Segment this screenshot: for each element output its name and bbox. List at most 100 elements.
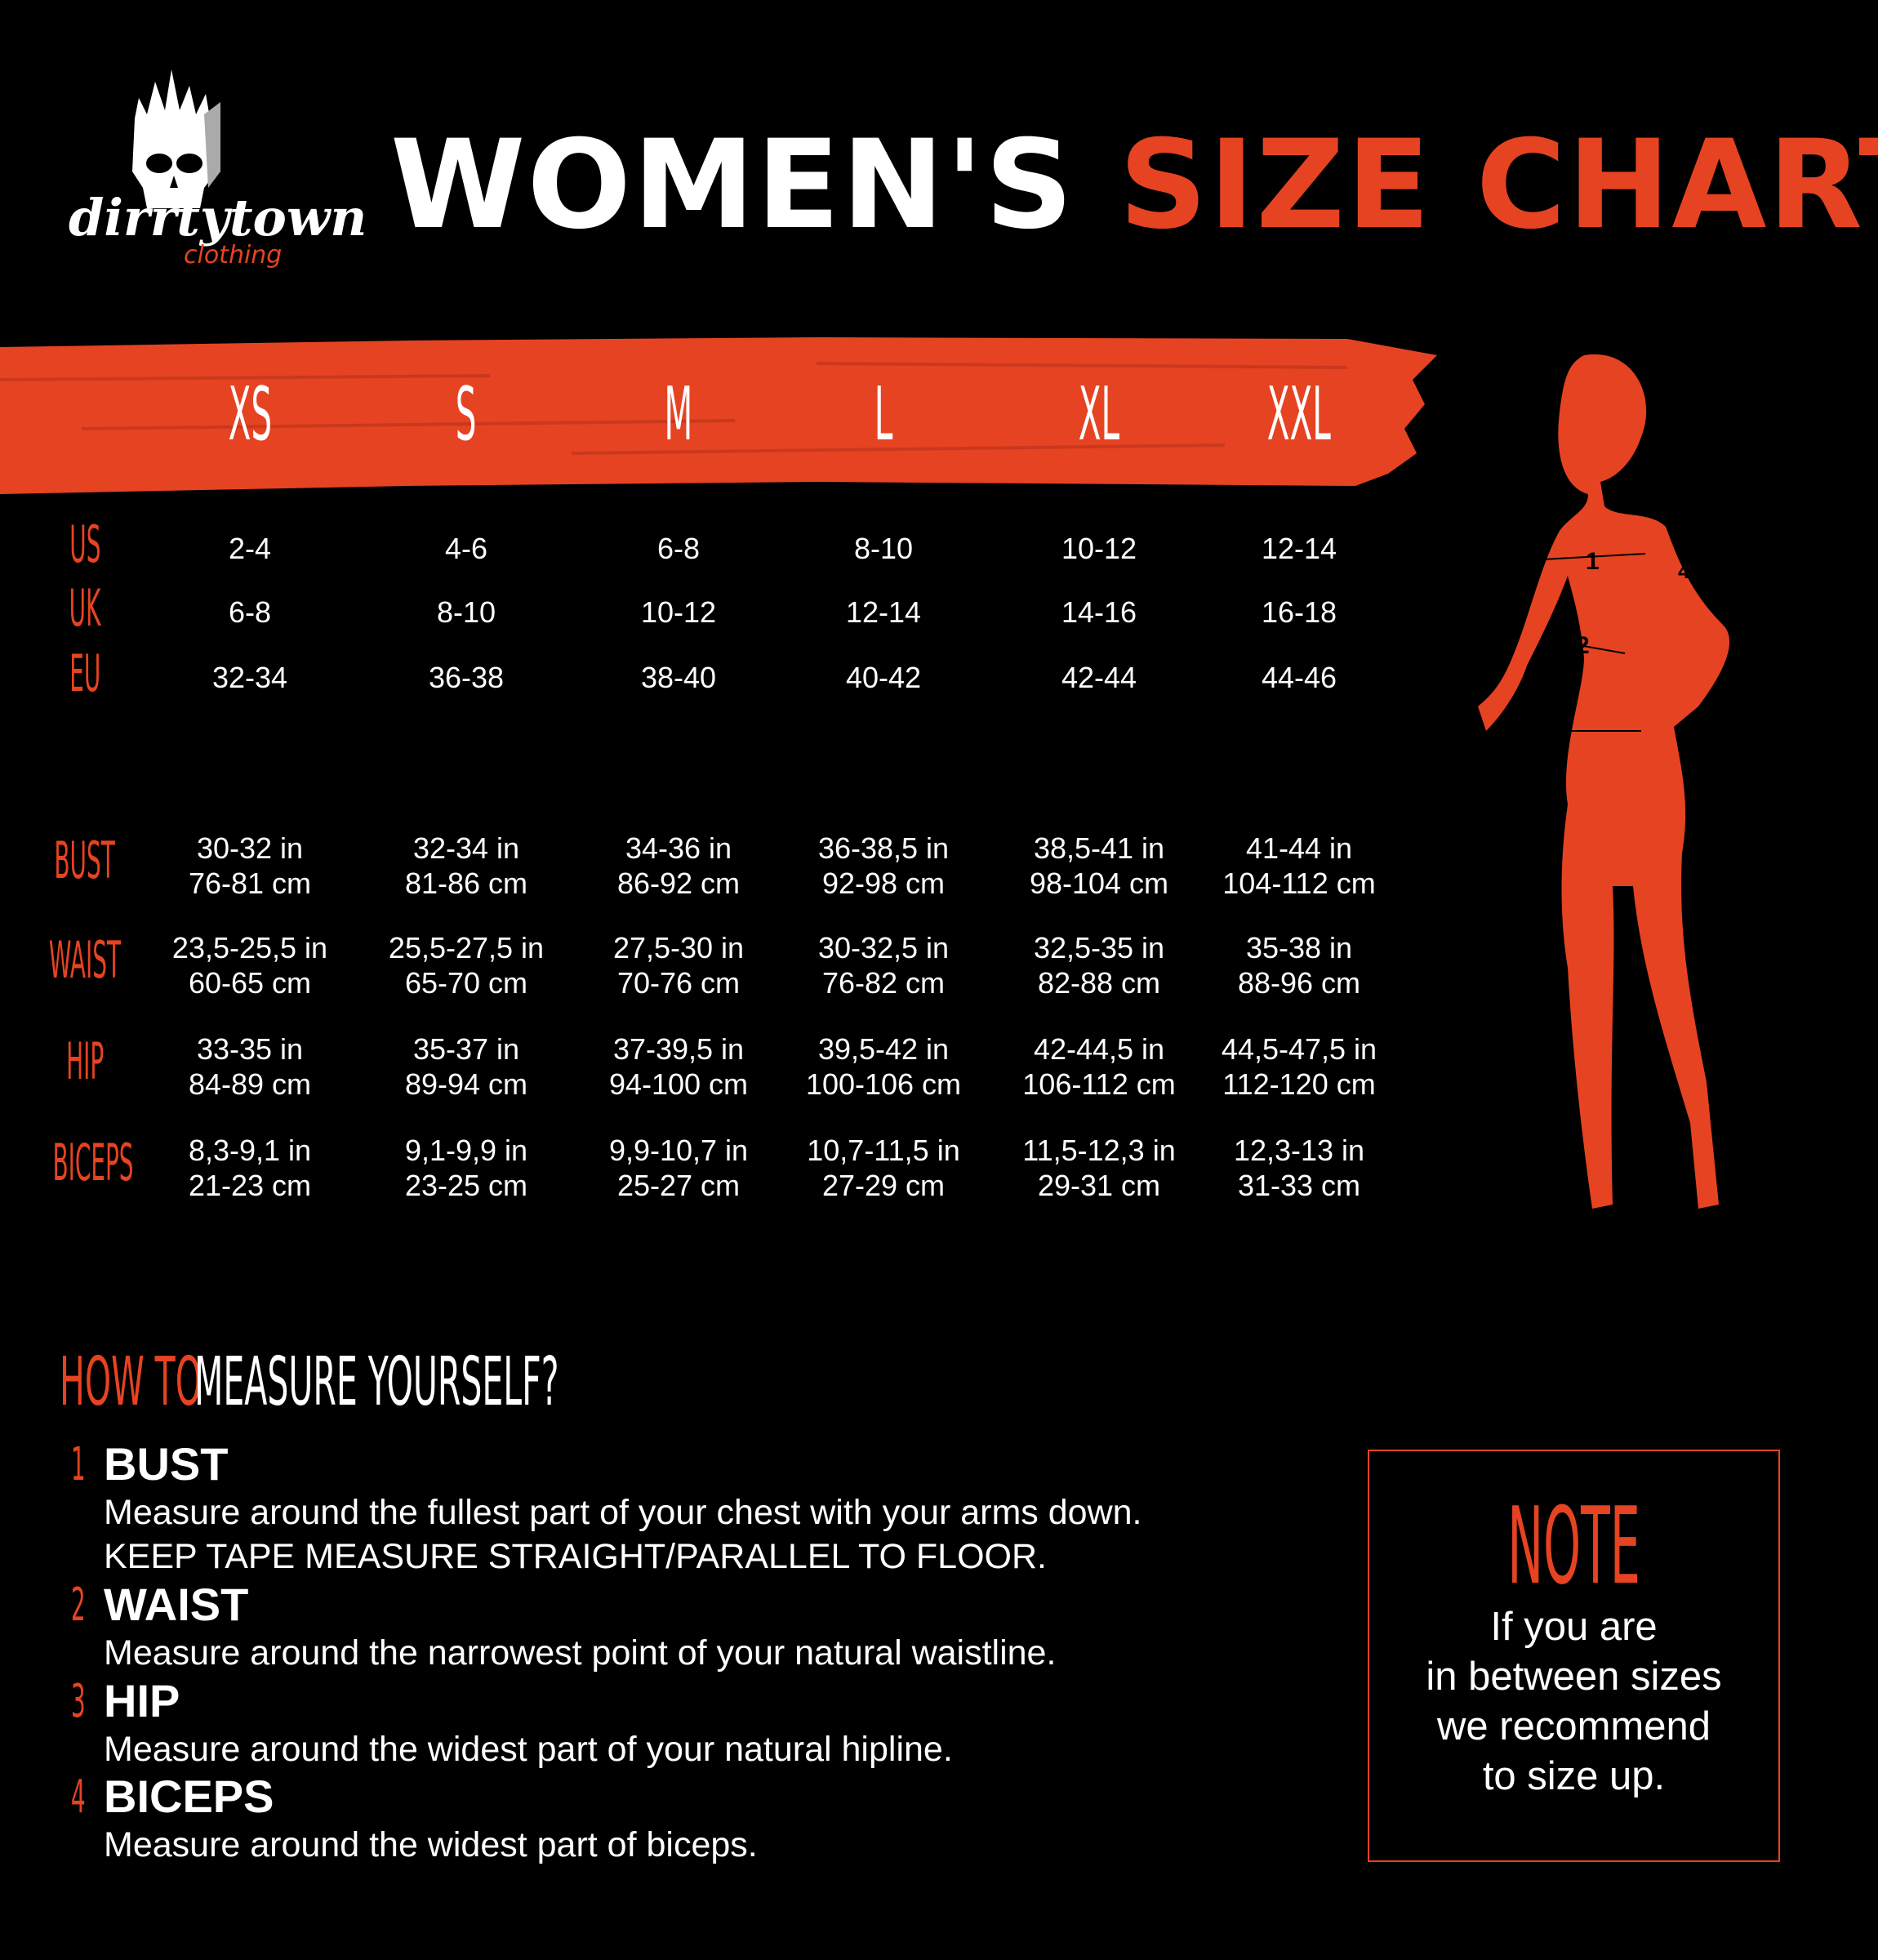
row-label-text: WAIST <box>48 930 122 990</box>
table-cell: 12,3-13 in 31-33 cm <box>1193 1133 1405 1203</box>
table-cell: 39,5-42 in 100-106 cm <box>777 1031 990 1102</box>
brand-name: dirrtytown <box>69 188 367 247</box>
value-cm: 70-76 cm <box>616 966 741 1000</box>
howto-number-text: 2 <box>70 1579 86 1632</box>
size-label: XS <box>228 372 272 457</box>
value-in: 8,3-9,1 in <box>188 1134 312 1167</box>
value-cm: 81-86 cm <box>404 866 528 900</box>
table-cell: 32-34 in 81-86 cm <box>360 831 572 901</box>
note-line: in between sizes <box>1426 1655 1722 1699</box>
size-label: XXL <box>1266 372 1332 457</box>
howto-number-text: 4 <box>70 1771 86 1824</box>
value-cm: 94-100 cm <box>608 1067 749 1101</box>
table-cell: 2-4 <box>228 532 272 565</box>
value-cm: 76-82 cm <box>821 966 946 1000</box>
table-cell: 27,5-30 in 70-76 cm <box>572 930 785 1000</box>
table-cell: 8-10 <box>853 532 914 565</box>
value-in: 44,5-47,5 in <box>1221 1032 1377 1066</box>
table-cell: 14-16 <box>1061 595 1137 629</box>
row-label-text: UK <box>69 578 101 638</box>
value-in: 32,5-35 in <box>1033 931 1165 964</box>
table-cell: 44-46 <box>1261 661 1337 694</box>
value-in: 38,5-41 in <box>1033 831 1165 865</box>
title-part2: SIZE CHART <box>1119 114 1878 256</box>
note-box: NOTE If you are in between sizes we reco… <box>1368 1450 1780 1862</box>
row-label-text: BUST <box>54 831 116 890</box>
value-cm: 100-106 cm <box>805 1067 962 1101</box>
row-label-text: US <box>69 514 101 574</box>
row-label-text: EU <box>69 644 101 703</box>
table-cell: 12-14 <box>845 595 922 629</box>
table-cell: 42-44 <box>1061 661 1137 694</box>
row-label-text: HIP <box>65 1031 105 1091</box>
howto-item-text: Measure around the narrowest point of yo… <box>104 1633 1057 1673</box>
size-header-xxl: XXL <box>1217 372 1381 457</box>
note-line: to size up. <box>1482 1754 1666 1798</box>
value-in: 11,5-12,3 in <box>1022 1134 1176 1167</box>
skull-crown-icon <box>132 69 220 208</box>
value-cm: 25-27 cm <box>616 1169 741 1202</box>
size-header-xl: XL <box>1017 372 1181 457</box>
howto-item-title: WAIST <box>104 1579 249 1630</box>
value-in: 37-39,5 in <box>612 1032 745 1066</box>
title-part1: WOMEN'S <box>390 114 1075 256</box>
table-cell: 4-6 <box>444 532 488 565</box>
howto-item-title: BICEPS <box>104 1771 274 1822</box>
table-cell: 10,7-11,5 in 27-29 cm <box>777 1133 990 1203</box>
table-cell: 44,5-47,5 in 112-120 cm <box>1193 1031 1405 1102</box>
table-cell: 41-44 in 104-112 cm <box>1193 831 1405 901</box>
value-cm: 23-25 cm <box>404 1169 528 1202</box>
table-cell: 16-18 <box>1261 595 1337 629</box>
howto-item-text: Measure around the widest part of your n… <box>104 1730 953 1769</box>
value-in: 25,5-27,5 in <box>388 931 545 964</box>
size-header-m: M <box>597 372 760 457</box>
size-label: XL <box>1078 372 1120 457</box>
howto-item-text: KEEP TAPE MEASURE STRAIGHT/PARALLEL TO F… <box>104 1537 1047 1576</box>
howto-number: 4 <box>64 1770 93 1824</box>
value-cm: 76-81 cm <box>188 866 312 900</box>
table-cell: 32,5-35 in 82-88 cm <box>993 930 1205 1000</box>
value-cm: 60-65 cm <box>188 966 312 1000</box>
value-cm: 31-33 cm <box>1237 1169 1361 1202</box>
value-in: 39,5-42 in <box>817 1032 950 1066</box>
table-cell: 30-32,5 in 76-82 cm <box>777 930 990 1000</box>
value-in: 32-34 in <box>412 831 520 865</box>
size-label: M <box>664 372 693 457</box>
value-in: 9,9-10,7 in <box>608 1134 749 1167</box>
table-cell: 36-38 <box>428 661 505 694</box>
howto-number-text: 3 <box>70 1675 86 1728</box>
value-cm: 27-29 cm <box>821 1169 946 1202</box>
value-cm: 21-23 cm <box>188 1169 312 1202</box>
value-in: 12,3-13 in <box>1233 1134 1365 1167</box>
table-cell: 25,5-27,5 in 65-70 cm <box>360 930 572 1000</box>
size-label: L <box>874 372 893 457</box>
howto-number: 3 <box>64 1674 93 1728</box>
row-label-waist: WAIST <box>3 930 167 990</box>
row-label-us: US <box>3 514 167 574</box>
value-in: 23,5-25,5 in <box>171 931 328 964</box>
value-in: 30-32 in <box>196 831 304 865</box>
table-cell: 32-34 <box>211 661 288 694</box>
table-cell: 8-10 <box>436 595 496 629</box>
figure-marker-4: 4 <box>1678 559 1690 583</box>
table-cell: 40-42 <box>845 661 922 694</box>
row-label-hip: HIP <box>3 1031 167 1091</box>
table-cell: 38,5-41 in 98-104 cm <box>993 831 1205 901</box>
value-cm: 86-92 cm <box>616 866 741 900</box>
figure-marker-3: 3 <box>1519 718 1533 745</box>
size-header-s: S <box>385 372 548 457</box>
table-cell: 10-12 <box>1061 532 1137 565</box>
howto-item-text: Measure around the fullest part of your … <box>104 1493 1142 1532</box>
table-cell: 6-8 <box>656 532 701 565</box>
value-in: 35-38 in <box>1245 931 1353 964</box>
value-cm: 82-88 cm <box>1037 966 1161 1000</box>
table-cell: 12-14 <box>1261 532 1337 565</box>
note-line: we recommend <box>1437 1704 1711 1748</box>
value-in: 42-44,5 in <box>1033 1032 1165 1066</box>
note-title: NOTE <box>1369 1484 1778 1608</box>
table-cell: 35-38 in 88-96 cm <box>1193 930 1405 1000</box>
row-label-eu: EU <box>3 644 167 703</box>
table-cell: 11,5-12,3 in 29-31 cm <box>993 1133 1205 1203</box>
table-cell: 42-44,5 in 106-112 cm <box>993 1031 1205 1102</box>
table-cell: 23,5-25,5 in 60-65 cm <box>144 930 356 1000</box>
